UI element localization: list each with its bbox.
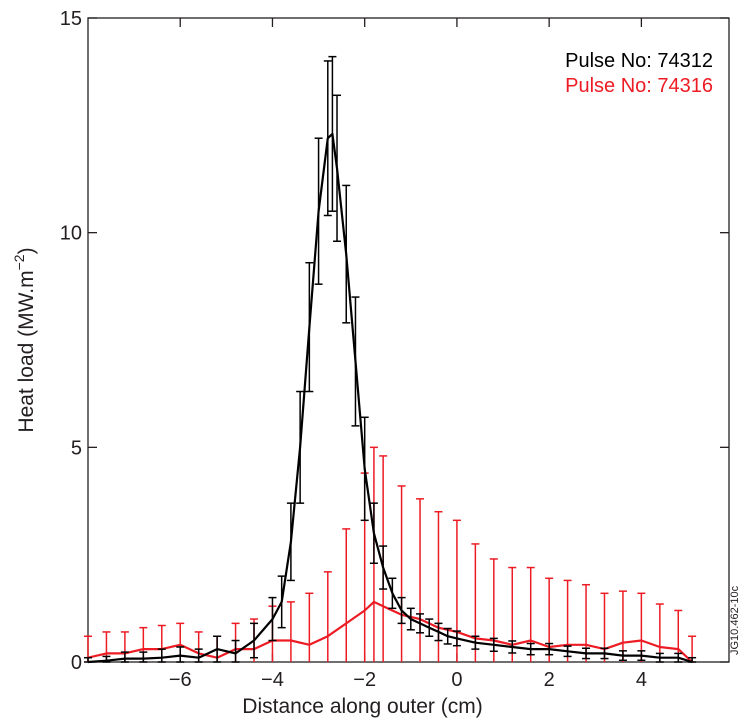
y-tick-label: 5	[71, 437, 82, 459]
y-axis-title-superscript: −2	[11, 254, 27, 270]
plot-area: −6 −4 −2 0 2 4 0 5 10 15	[60, 8, 730, 691]
x-tick-label: −4	[261, 669, 284, 691]
x-tick-label: −2	[353, 669, 376, 691]
series-line-0	[87, 132, 693, 664]
y-axis-title-main: Heat load (MW.m	[15, 270, 38, 432]
x-tick-label: 0	[451, 669, 462, 691]
plot-frame	[87, 17, 730, 663]
y-tick-label: 10	[60, 223, 82, 245]
y-tick-label: 0	[71, 652, 82, 674]
figure-id-watermark: JG10.462-10c	[729, 585, 741, 655]
x-tick-label: 2	[544, 669, 555, 691]
y-axis-title: Heat load (MW.m−2)	[11, 247, 38, 432]
x-tick-label: 4	[636, 669, 647, 691]
series-0	[84, 55, 697, 664]
x-tick-label: −6	[169, 669, 192, 691]
series-1	[84, 446, 697, 663]
series-line-1	[87, 600, 693, 663]
y-tick-label: 15	[60, 8, 82, 30]
y-axis-title-close: )	[15, 247, 38, 254]
x-axis-title: Distance along outer (cm)	[242, 695, 482, 718]
legend-entry-74316: Pulse No: 74316	[565, 75, 713, 97]
legend-entry-74312: Pulse No: 74312	[565, 50, 713, 72]
